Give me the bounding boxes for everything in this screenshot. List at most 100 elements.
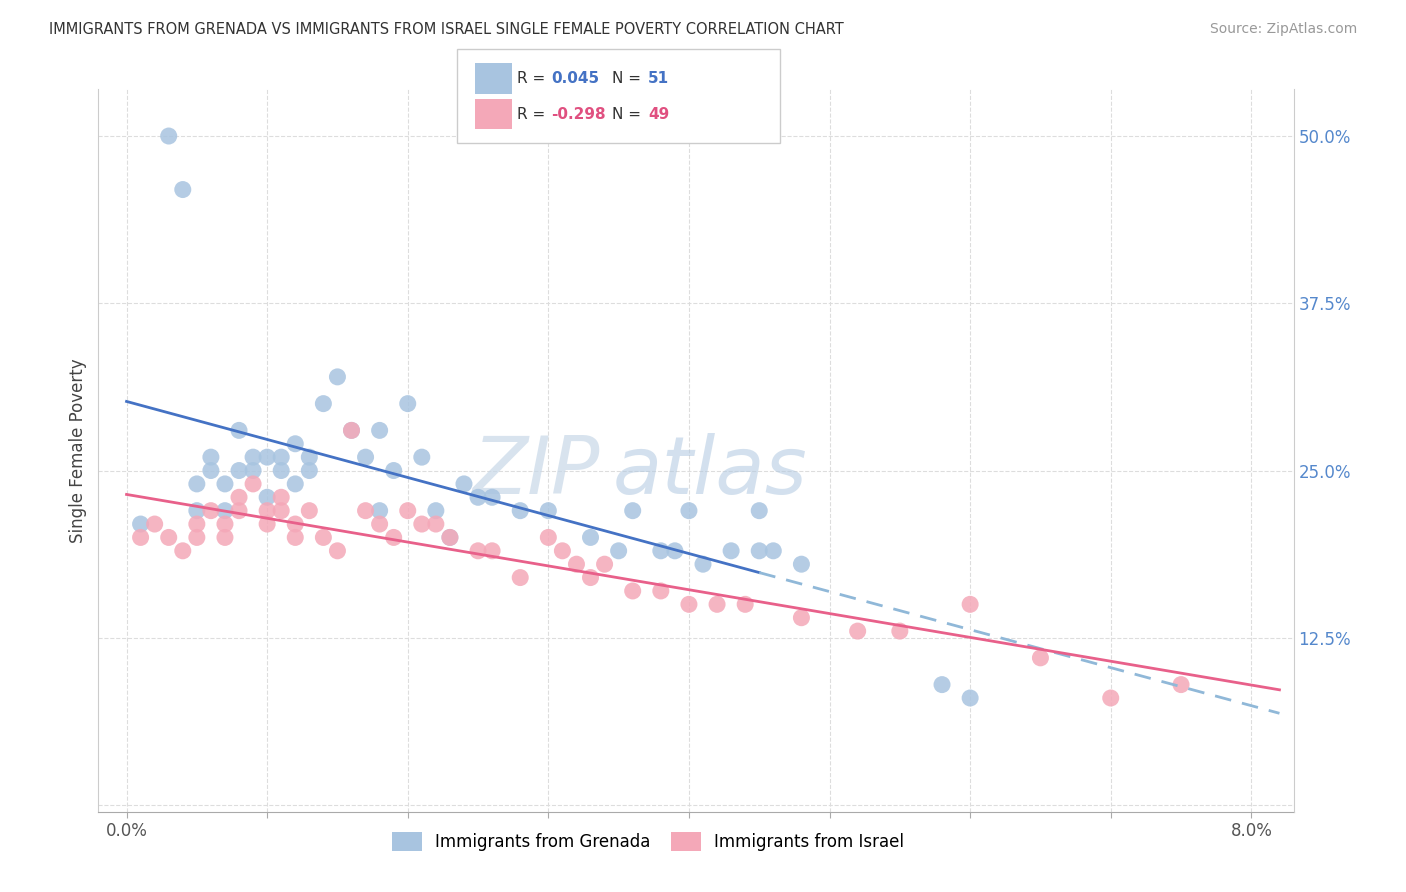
Point xyxy=(439,530,461,544)
Point xyxy=(650,544,672,558)
Point xyxy=(284,530,307,544)
Point xyxy=(411,450,433,465)
Point xyxy=(186,503,208,517)
Point xyxy=(256,450,278,465)
Point xyxy=(959,598,981,612)
Text: atlas: atlas xyxy=(613,434,807,511)
Point xyxy=(481,491,503,505)
Point xyxy=(340,424,363,438)
Point xyxy=(664,544,686,558)
Point xyxy=(256,503,278,517)
Point xyxy=(396,396,419,410)
Point xyxy=(284,476,307,491)
Point xyxy=(312,530,335,544)
Point xyxy=(846,624,869,639)
Point xyxy=(186,476,208,491)
Point xyxy=(298,503,321,517)
Point xyxy=(354,450,377,465)
Point xyxy=(284,436,307,450)
Point xyxy=(678,503,700,517)
Point xyxy=(200,503,222,517)
Text: R =: R = xyxy=(517,71,546,86)
Point xyxy=(354,503,377,517)
Point xyxy=(270,503,292,517)
Point xyxy=(607,544,630,558)
Point xyxy=(959,690,981,705)
Point xyxy=(326,369,349,384)
Point xyxy=(326,544,349,558)
Point xyxy=(242,476,264,491)
Point xyxy=(214,530,236,544)
Text: 0.045: 0.045 xyxy=(551,71,599,86)
Point xyxy=(1099,690,1122,705)
Text: 49: 49 xyxy=(648,107,669,121)
Point xyxy=(228,464,250,478)
Text: N =: N = xyxy=(612,107,641,121)
Point xyxy=(706,598,728,612)
Point xyxy=(720,544,742,558)
Text: IMMIGRANTS FROM GRENADA VS IMMIGRANTS FROM ISRAEL SINGLE FEMALE POVERTY CORRELAT: IMMIGRANTS FROM GRENADA VS IMMIGRANTS FR… xyxy=(49,22,844,37)
Point xyxy=(312,396,335,410)
Point xyxy=(565,557,588,572)
Point xyxy=(228,424,250,438)
Point xyxy=(157,530,180,544)
Point xyxy=(579,571,602,585)
Point xyxy=(748,544,770,558)
Point xyxy=(382,464,405,478)
Point xyxy=(157,128,180,143)
Point xyxy=(242,450,264,465)
Text: Source: ZipAtlas.com: Source: ZipAtlas.com xyxy=(1209,22,1357,37)
Point xyxy=(200,464,222,478)
Point xyxy=(411,517,433,532)
Point xyxy=(467,491,489,505)
Point xyxy=(509,571,531,585)
Point xyxy=(172,544,194,558)
Point xyxy=(889,624,911,639)
Point xyxy=(692,557,714,572)
Point xyxy=(186,517,208,532)
Point xyxy=(256,517,278,532)
Text: 51: 51 xyxy=(648,71,669,86)
Point xyxy=(368,517,391,532)
Point xyxy=(270,464,292,478)
Point xyxy=(172,182,194,196)
Point xyxy=(593,557,616,572)
Point xyxy=(200,450,222,465)
Point xyxy=(298,464,321,478)
Point xyxy=(551,544,574,558)
Point xyxy=(537,530,560,544)
Point xyxy=(425,503,447,517)
Point xyxy=(242,464,264,478)
Point xyxy=(1170,678,1192,692)
Point xyxy=(214,476,236,491)
Point xyxy=(368,503,391,517)
Point xyxy=(481,544,503,558)
Point xyxy=(439,530,461,544)
Text: R =: R = xyxy=(517,107,546,121)
Point xyxy=(186,530,208,544)
Legend: Immigrants from Grenada, Immigrants from Israel: Immigrants from Grenada, Immigrants from… xyxy=(385,825,911,857)
Point xyxy=(256,491,278,505)
Point xyxy=(734,598,756,612)
Point xyxy=(228,491,250,505)
Point xyxy=(129,517,152,532)
Point xyxy=(537,503,560,517)
Point xyxy=(579,530,602,544)
Point xyxy=(790,611,813,625)
Point xyxy=(298,450,321,465)
Point xyxy=(453,476,475,491)
Point xyxy=(270,491,292,505)
Point xyxy=(425,517,447,532)
Point xyxy=(762,544,785,558)
Text: N =: N = xyxy=(612,71,641,86)
Point xyxy=(748,503,770,517)
Point xyxy=(509,503,531,517)
Text: ZIP: ZIP xyxy=(472,434,600,511)
Point xyxy=(214,517,236,532)
Point xyxy=(228,503,250,517)
Point xyxy=(621,503,644,517)
Y-axis label: Single Female Poverty: Single Female Poverty xyxy=(69,359,87,542)
Point xyxy=(790,557,813,572)
Point xyxy=(340,424,363,438)
Point xyxy=(143,517,166,532)
